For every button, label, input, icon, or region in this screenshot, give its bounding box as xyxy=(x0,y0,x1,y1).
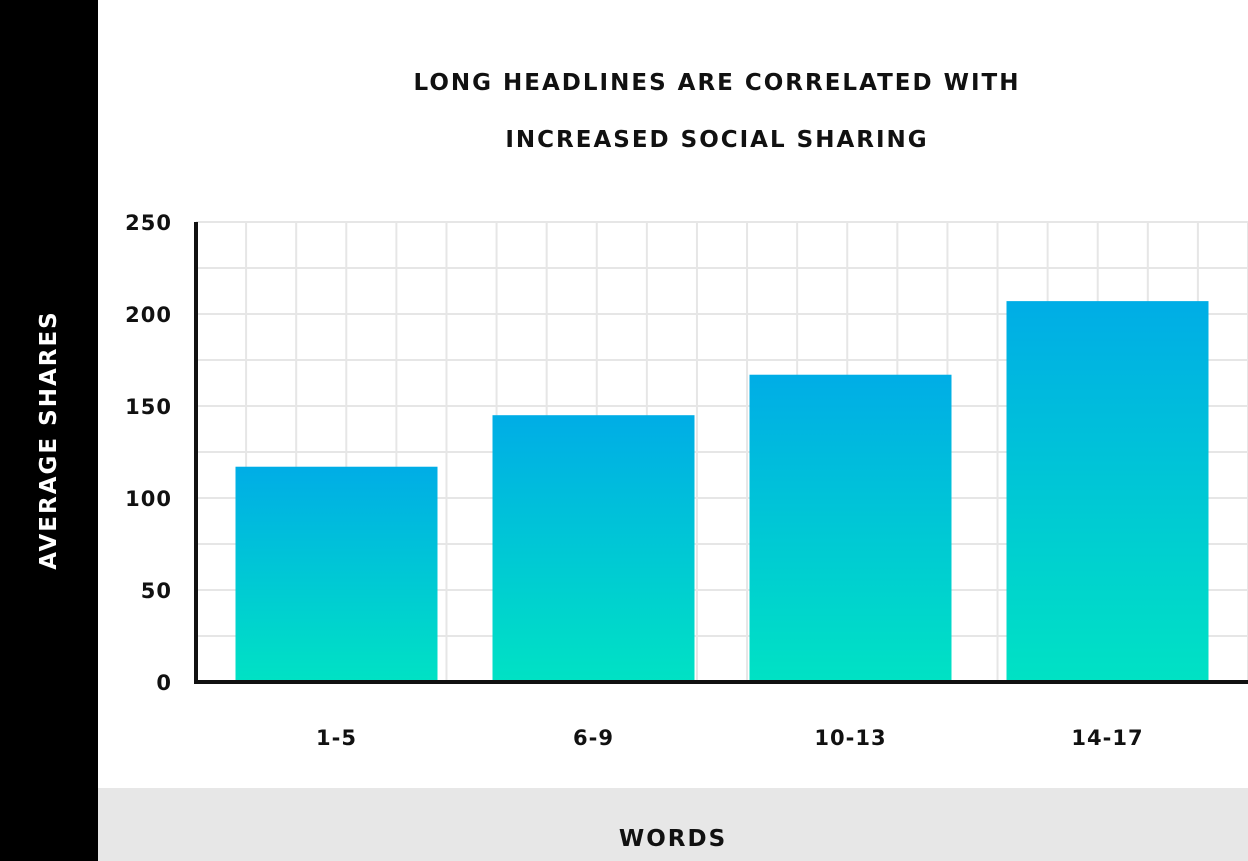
y-tick-label: 250 xyxy=(125,211,172,235)
bars xyxy=(235,301,1209,682)
x-axis-label-band: WORDS xyxy=(98,788,1248,861)
x-tick-label: 14-17 xyxy=(1071,726,1143,750)
chart-title-line-1: LONG HEADLINES ARE CORRELATED WITH xyxy=(413,70,1021,96)
y-tick-label: 50 xyxy=(141,579,172,603)
y-tick-label: 0 xyxy=(156,671,172,695)
x-tick-label: 6-9 xyxy=(573,726,614,750)
left-band: AVERAGE SHARES xyxy=(0,0,98,861)
bar-14-17 xyxy=(1006,301,1209,682)
x-tick-label: 10-13 xyxy=(814,726,886,750)
bar-1-5 xyxy=(235,466,438,682)
tick-labels: 1-5 6-9 10-13 14-17 0 50 100 150 200 250 xyxy=(125,211,1143,750)
y-tick-label: 200 xyxy=(125,303,172,327)
y-tick-label: 150 xyxy=(125,395,172,419)
x-axis-label: WORDS xyxy=(618,826,728,852)
axes xyxy=(194,222,1248,684)
x-tick-label: 1-5 xyxy=(316,726,357,750)
bar-chart: 1-5 6-9 10-13 14-17 0 50 100 150 200 250 xyxy=(125,211,1248,750)
bar-10-13 xyxy=(749,374,952,682)
y-tick-label: 100 xyxy=(125,487,172,511)
bar-6-9 xyxy=(492,415,695,682)
chart-title-line-2: INCREASED SOCIAL SHARING xyxy=(505,127,929,153)
